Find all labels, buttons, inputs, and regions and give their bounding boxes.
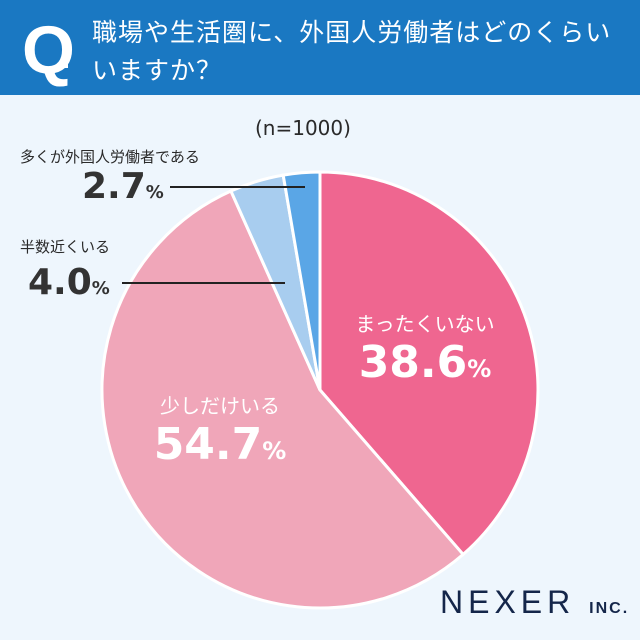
slice-few (100, 189, 466, 610)
slice-label-few: 少しだけいる 54.7% (153, 394, 287, 470)
value-half: 4.0% (28, 262, 110, 303)
label-half: 半数近くいる (20, 238, 111, 256)
q-dot (60, 60, 68, 68)
question-header: Q 職場や生活圏に、外国人労働者はどのくらいいますか？ (0, 0, 640, 95)
slice-many (281, 170, 322, 391)
slice-label-none: まったくいない 38.6% (355, 312, 495, 388)
value-many: 2.7% (82, 166, 164, 207)
nexer-logo: NEXER INC. (440, 584, 630, 620)
label-many: 多くが外国人労働者である (20, 148, 200, 166)
slice-none (318, 170, 540, 557)
q-mark: Q (22, 12, 75, 88)
sample-size: (n=1000) (255, 116, 351, 140)
question-title: 職場や生活圏に、外国人労働者はどのくらいいますか？ (92, 18, 612, 85)
